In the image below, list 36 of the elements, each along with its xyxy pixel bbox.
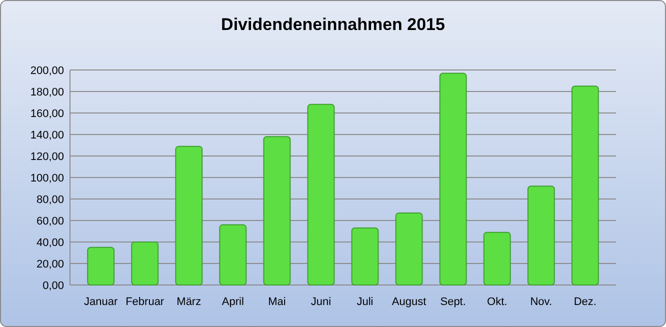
y-tick-label: 20,00 — [36, 258, 64, 270]
bar — [439, 72, 467, 286]
bar — [351, 228, 379, 286]
x-tick-label: Juni — [310, 296, 332, 308]
y-tick-label: 40,00 — [36, 236, 64, 249]
x-tick-label: Mai — [268, 296, 286, 308]
chart-title: Dividendeneinnahmen 2015 — [221, 15, 445, 34]
y-tick-label: 60,00 — [36, 215, 64, 228]
y-tick-label: 120,00 — [30, 150, 64, 163]
bar — [219, 224, 247, 286]
bar — [571, 86, 599, 286]
bar — [131, 242, 159, 286]
y-tick-label: 200,00 — [30, 64, 64, 77]
y-tick-label: 100,00 — [30, 172, 64, 184]
bar — [175, 146, 203, 286]
x-tick-label: Dez. — [574, 296, 596, 308]
x-tick-label: August — [392, 296, 426, 308]
x-tick-label: Januar — [84, 296, 118, 308]
bar — [307, 104, 335, 286]
y-tick-label: 160,00 — [30, 108, 64, 120]
bar — [527, 186, 555, 286]
x-tick-label: Sept. — [440, 296, 466, 308]
y-tick-label: 0,00 — [42, 280, 64, 292]
x-tick-label: Nov. — [530, 296, 552, 308]
y-tick-label: 140,00 — [30, 129, 64, 142]
y-tick-label: 80,00 — [36, 194, 64, 206]
bar — [263, 136, 291, 286]
x-tick-label: Okt. — [487, 296, 508, 308]
x-tick-label: März — [176, 296, 202, 308]
x-tick-label: Juli — [356, 296, 374, 308]
x-tick-label: April — [222, 296, 244, 308]
bar — [395, 212, 423, 286]
y-tick-label: 180,00 — [30, 86, 64, 98]
x-tick-label: Februar — [126, 296, 164, 308]
bar — [483, 232, 511, 286]
bar — [87, 246, 115, 286]
